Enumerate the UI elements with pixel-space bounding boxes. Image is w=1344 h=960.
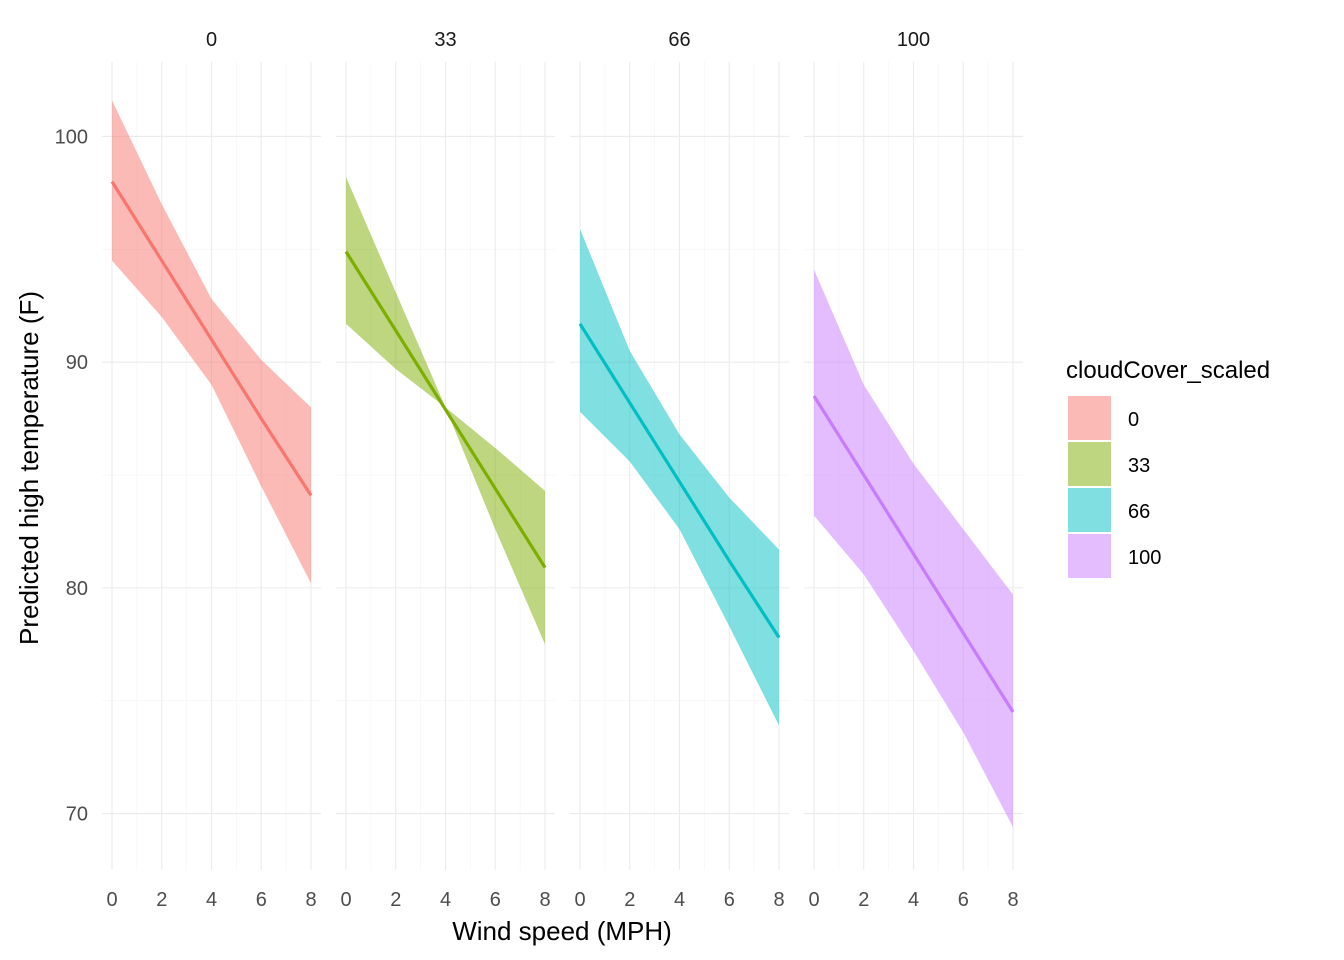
facet-panel-100: 100 0 2 4 6 8 (804, 29, 1023, 911)
y-tick-label: 90 (66, 352, 88, 374)
legend-key-0 (1068, 396, 1111, 440)
x-tick-label: 6 (490, 889, 501, 911)
x-tick-label: 2 (390, 889, 401, 911)
legend-label: 0 (1128, 409, 1139, 431)
facet-strip-label: 33 (434, 29, 456, 51)
facet-strip-label: 0 (206, 29, 217, 51)
facet-panels: 0 0 2 4 6 8 33 0 2 4 6 8 66 0 2 4 6 8 100 0 2 4 6 8 (102, 29, 1023, 911)
fit-line-100 (812, 395, 1015, 713)
x-tick-label: 2 (858, 889, 869, 911)
x-tick-label: 8 (1007, 889, 1018, 911)
fit-line-66 (578, 322, 781, 639)
x-tick-label: 0 (106, 889, 117, 911)
y-axis-title: Predicted high temperature (F) (14, 291, 44, 645)
x-tick-label: 0 (808, 889, 819, 911)
y-tick-label: 100 (55, 126, 88, 148)
x-axis-title: Wind speed (MPH) (452, 916, 672, 946)
x-tick-label: 2 (624, 889, 635, 911)
x-tick-label: 6 (256, 889, 267, 911)
confidence-band-33 (346, 177, 545, 645)
x-tick-label: 4 (440, 889, 451, 911)
facet-panel-33: 33 0 2 4 6 8 (336, 29, 555, 911)
facet-strip-label: 100 (897, 29, 930, 51)
fit-line-0 (110, 180, 313, 497)
fit-line-33 (344, 250, 547, 569)
x-tick-label: 0 (340, 889, 351, 911)
y-axis: 70 80 90 100 (55, 126, 88, 825)
legend-title: cloudCover_scaled (1066, 357, 1270, 384)
legend-label: 66 (1128, 501, 1150, 523)
x-tick-label: 0 (574, 889, 585, 911)
legend-key-100 (1068, 534, 1111, 578)
x-tick-label: 4 (206, 889, 217, 911)
x-tick-label: 8 (539, 889, 550, 911)
y-tick-label: 80 (66, 578, 88, 600)
x-tick-label: 8 (305, 889, 316, 911)
legend-key-33 (1068, 442, 1111, 486)
x-tick-label: 4 (674, 889, 685, 911)
x-tick-label: 6 (724, 889, 735, 911)
facet-panel-66: 66 0 2 4 6 8 (570, 29, 789, 911)
legend-label: 33 (1128, 455, 1150, 477)
y-tick-label: 70 (66, 804, 88, 826)
x-tick-label: 6 (958, 889, 969, 911)
legend-key-66 (1068, 488, 1111, 532)
facet-strip-label: 66 (668, 29, 690, 51)
legend: cloudCover_scaled 0 33 66 100 (1066, 357, 1270, 578)
facet-panel-0: 0 0 2 4 6 8 (102, 29, 321, 911)
confidence-band-66 (580, 229, 779, 726)
legend-label: 100 (1128, 547, 1161, 569)
x-tick-label: 8 (773, 889, 784, 911)
x-tick-label: 2 (156, 889, 167, 911)
x-tick-label: 4 (908, 889, 919, 911)
confidence-band-100 (814, 269, 1013, 828)
